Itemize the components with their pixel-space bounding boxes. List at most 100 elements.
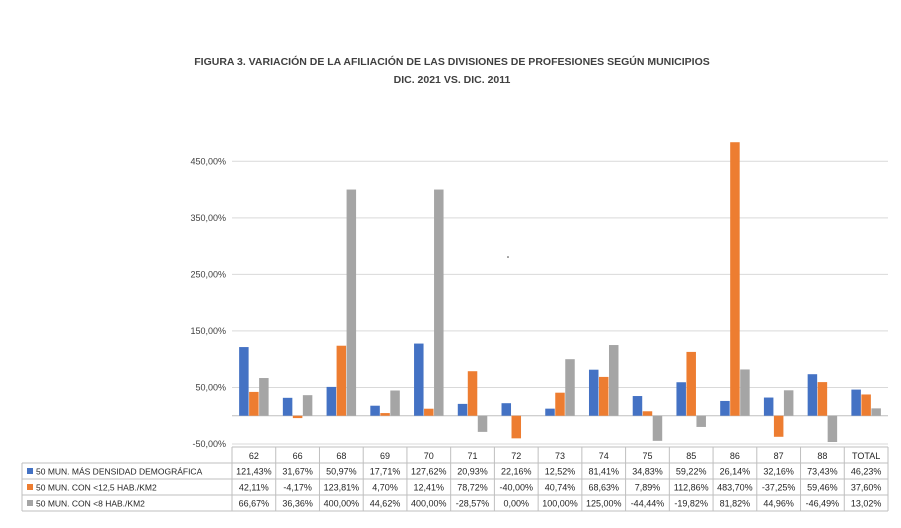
bar-1-70 bbox=[414, 343, 424, 416]
data-label: 78,72% bbox=[457, 483, 488, 493]
bar-1-75 bbox=[632, 396, 643, 416]
data-label: -46,49% bbox=[806, 499, 840, 509]
bar-2-70 bbox=[424, 408, 434, 416]
bar-2-66 bbox=[292, 415, 303, 419]
data-label: 42,11% bbox=[239, 483, 269, 493]
data-label: 12,52% bbox=[545, 467, 576, 477]
bar-1-86 bbox=[720, 400, 730, 416]
data-label: 127,62% bbox=[411, 467, 447, 477]
data-label: 7,89% bbox=[635, 483, 661, 493]
bar-1-TOTAL bbox=[851, 389, 861, 416]
data-table: 62 66 68 69 70 71 72 73 74 75 85 86 87 88 TOTAL 50 MUN.… bbox=[21, 446, 889, 512]
data-label: 13,02% bbox=[851, 499, 882, 509]
data-label: 22,16% bbox=[501, 467, 532, 477]
bar-1-87 bbox=[763, 397, 774, 416]
data-label: -40,00% bbox=[500, 483, 534, 493]
bar-1-74 bbox=[588, 369, 599, 416]
chart-title: FIGURA 3. VARIACIÓN DE LA AFILIACIÓN DE … bbox=[194, 55, 710, 68]
legend-entry: 50 MUN. CON <12,5 HAB./KM2 bbox=[36, 483, 157, 493]
data-label: 400,00% bbox=[324, 499, 360, 509]
bar-3-86 bbox=[740, 369, 750, 416]
bar-1-85 bbox=[676, 382, 686, 416]
x-tick-label: 68 bbox=[336, 451, 346, 461]
data-label: 59,46% bbox=[807, 483, 838, 493]
data-label: 123,81% bbox=[324, 483, 360, 493]
data-label: 66,67% bbox=[239, 499, 270, 509]
y-tick-label: 150,00% bbox=[190, 326, 226, 336]
data-label: 81,82% bbox=[720, 499, 751, 509]
data-label: 40,74% bbox=[545, 483, 576, 493]
bar-1-69 bbox=[370, 405, 380, 416]
x-tick-label: 73 bbox=[555, 451, 565, 461]
legend-entry: 50 MUN. MÁS DENSIDAD DEMOGRÁFICA bbox=[36, 467, 203, 477]
data-label: 34,83% bbox=[632, 467, 663, 477]
x-tick-label: 74 bbox=[599, 451, 609, 461]
x-tick-label: TOTAL bbox=[852, 451, 880, 461]
bar-3-68 bbox=[346, 189, 357, 416]
data-label: 4,70% bbox=[372, 483, 398, 493]
bar-2-87 bbox=[773, 415, 784, 437]
x-tick-label: 72 bbox=[511, 451, 521, 461]
legend-swatch bbox=[27, 484, 33, 490]
data-label: 121,43% bbox=[236, 467, 272, 477]
data-label: 0,00% bbox=[504, 499, 530, 509]
bar-3-88 bbox=[827, 415, 838, 443]
data-label: -37,25% bbox=[762, 483, 796, 493]
legend-swatch bbox=[27, 468, 33, 474]
data-label: 44,96% bbox=[763, 499, 794, 509]
x-tick-label: 69 bbox=[380, 451, 390, 461]
data-label: 81,41% bbox=[588, 467, 619, 477]
y-tick-label: 450,00% bbox=[190, 156, 226, 166]
bar-2-86 bbox=[730, 142, 740, 416]
y-tick-label: -50,00% bbox=[192, 439, 226, 449]
data-label: 400,00% bbox=[411, 499, 447, 509]
bar-1-62 bbox=[239, 347, 249, 416]
y-tick-label: 350,00% bbox=[190, 213, 226, 223]
stray-dot bbox=[507, 256, 509, 258]
legend-swatch bbox=[27, 500, 33, 506]
bar-3-62 bbox=[259, 378, 269, 416]
bar-3-74 bbox=[608, 345, 619, 416]
bar-2-62 bbox=[249, 391, 259, 416]
bar-1-68 bbox=[326, 386, 337, 416]
data-label: 112,86% bbox=[674, 483, 709, 493]
data-label: 50,97% bbox=[326, 467, 357, 477]
data-label: 17,71% bbox=[370, 467, 401, 477]
legend-entry: 50 MUN. CON <8 HAB./KM2 bbox=[36, 499, 145, 509]
y-tick-label: 250,00% bbox=[190, 269, 226, 279]
bar-3-87 bbox=[783, 390, 794, 416]
x-tick-label: 88 bbox=[817, 451, 827, 461]
bar-2-75 bbox=[642, 411, 653, 416]
x-tick-label: 70 bbox=[424, 451, 434, 461]
bar-2-68 bbox=[336, 345, 347, 416]
data-label: 12,41% bbox=[414, 483, 445, 493]
bar-1-73 bbox=[545, 408, 555, 416]
data-label: 31,67% bbox=[282, 467, 313, 477]
data-label: 20,93% bbox=[457, 467, 488, 477]
bar-2-71 bbox=[467, 371, 478, 416]
x-tick-label: 62 bbox=[249, 451, 259, 461]
bar-1-71 bbox=[457, 403, 468, 416]
data-label: 68,63% bbox=[588, 483, 619, 493]
data-label: -4,17% bbox=[283, 483, 312, 493]
bar-3-85 bbox=[696, 415, 706, 427]
bar-3-TOTAL bbox=[871, 408, 881, 416]
bar-3-66 bbox=[302, 395, 313, 416]
data-label: 483,70% bbox=[717, 483, 753, 493]
bar-2-69 bbox=[380, 413, 390, 416]
bars bbox=[239, 142, 881, 443]
bar-3-69 bbox=[390, 390, 400, 416]
data-label: -19,82% bbox=[674, 499, 708, 509]
data-label: 73,43% bbox=[807, 467, 838, 477]
data-label: 32,16% bbox=[763, 467, 794, 477]
x-tick-label: 86 bbox=[730, 451, 740, 461]
data-label: 125,00% bbox=[586, 499, 622, 509]
bar-2-74 bbox=[598, 376, 609, 416]
data-label: 44,62% bbox=[370, 499, 401, 509]
bar-3-73 bbox=[565, 359, 575, 416]
data-label: 46,23% bbox=[851, 467, 882, 477]
x-tick-label: 85 bbox=[686, 451, 696, 461]
x-tick-label: 75 bbox=[642, 451, 652, 461]
bar-2-TOTAL bbox=[861, 394, 871, 416]
